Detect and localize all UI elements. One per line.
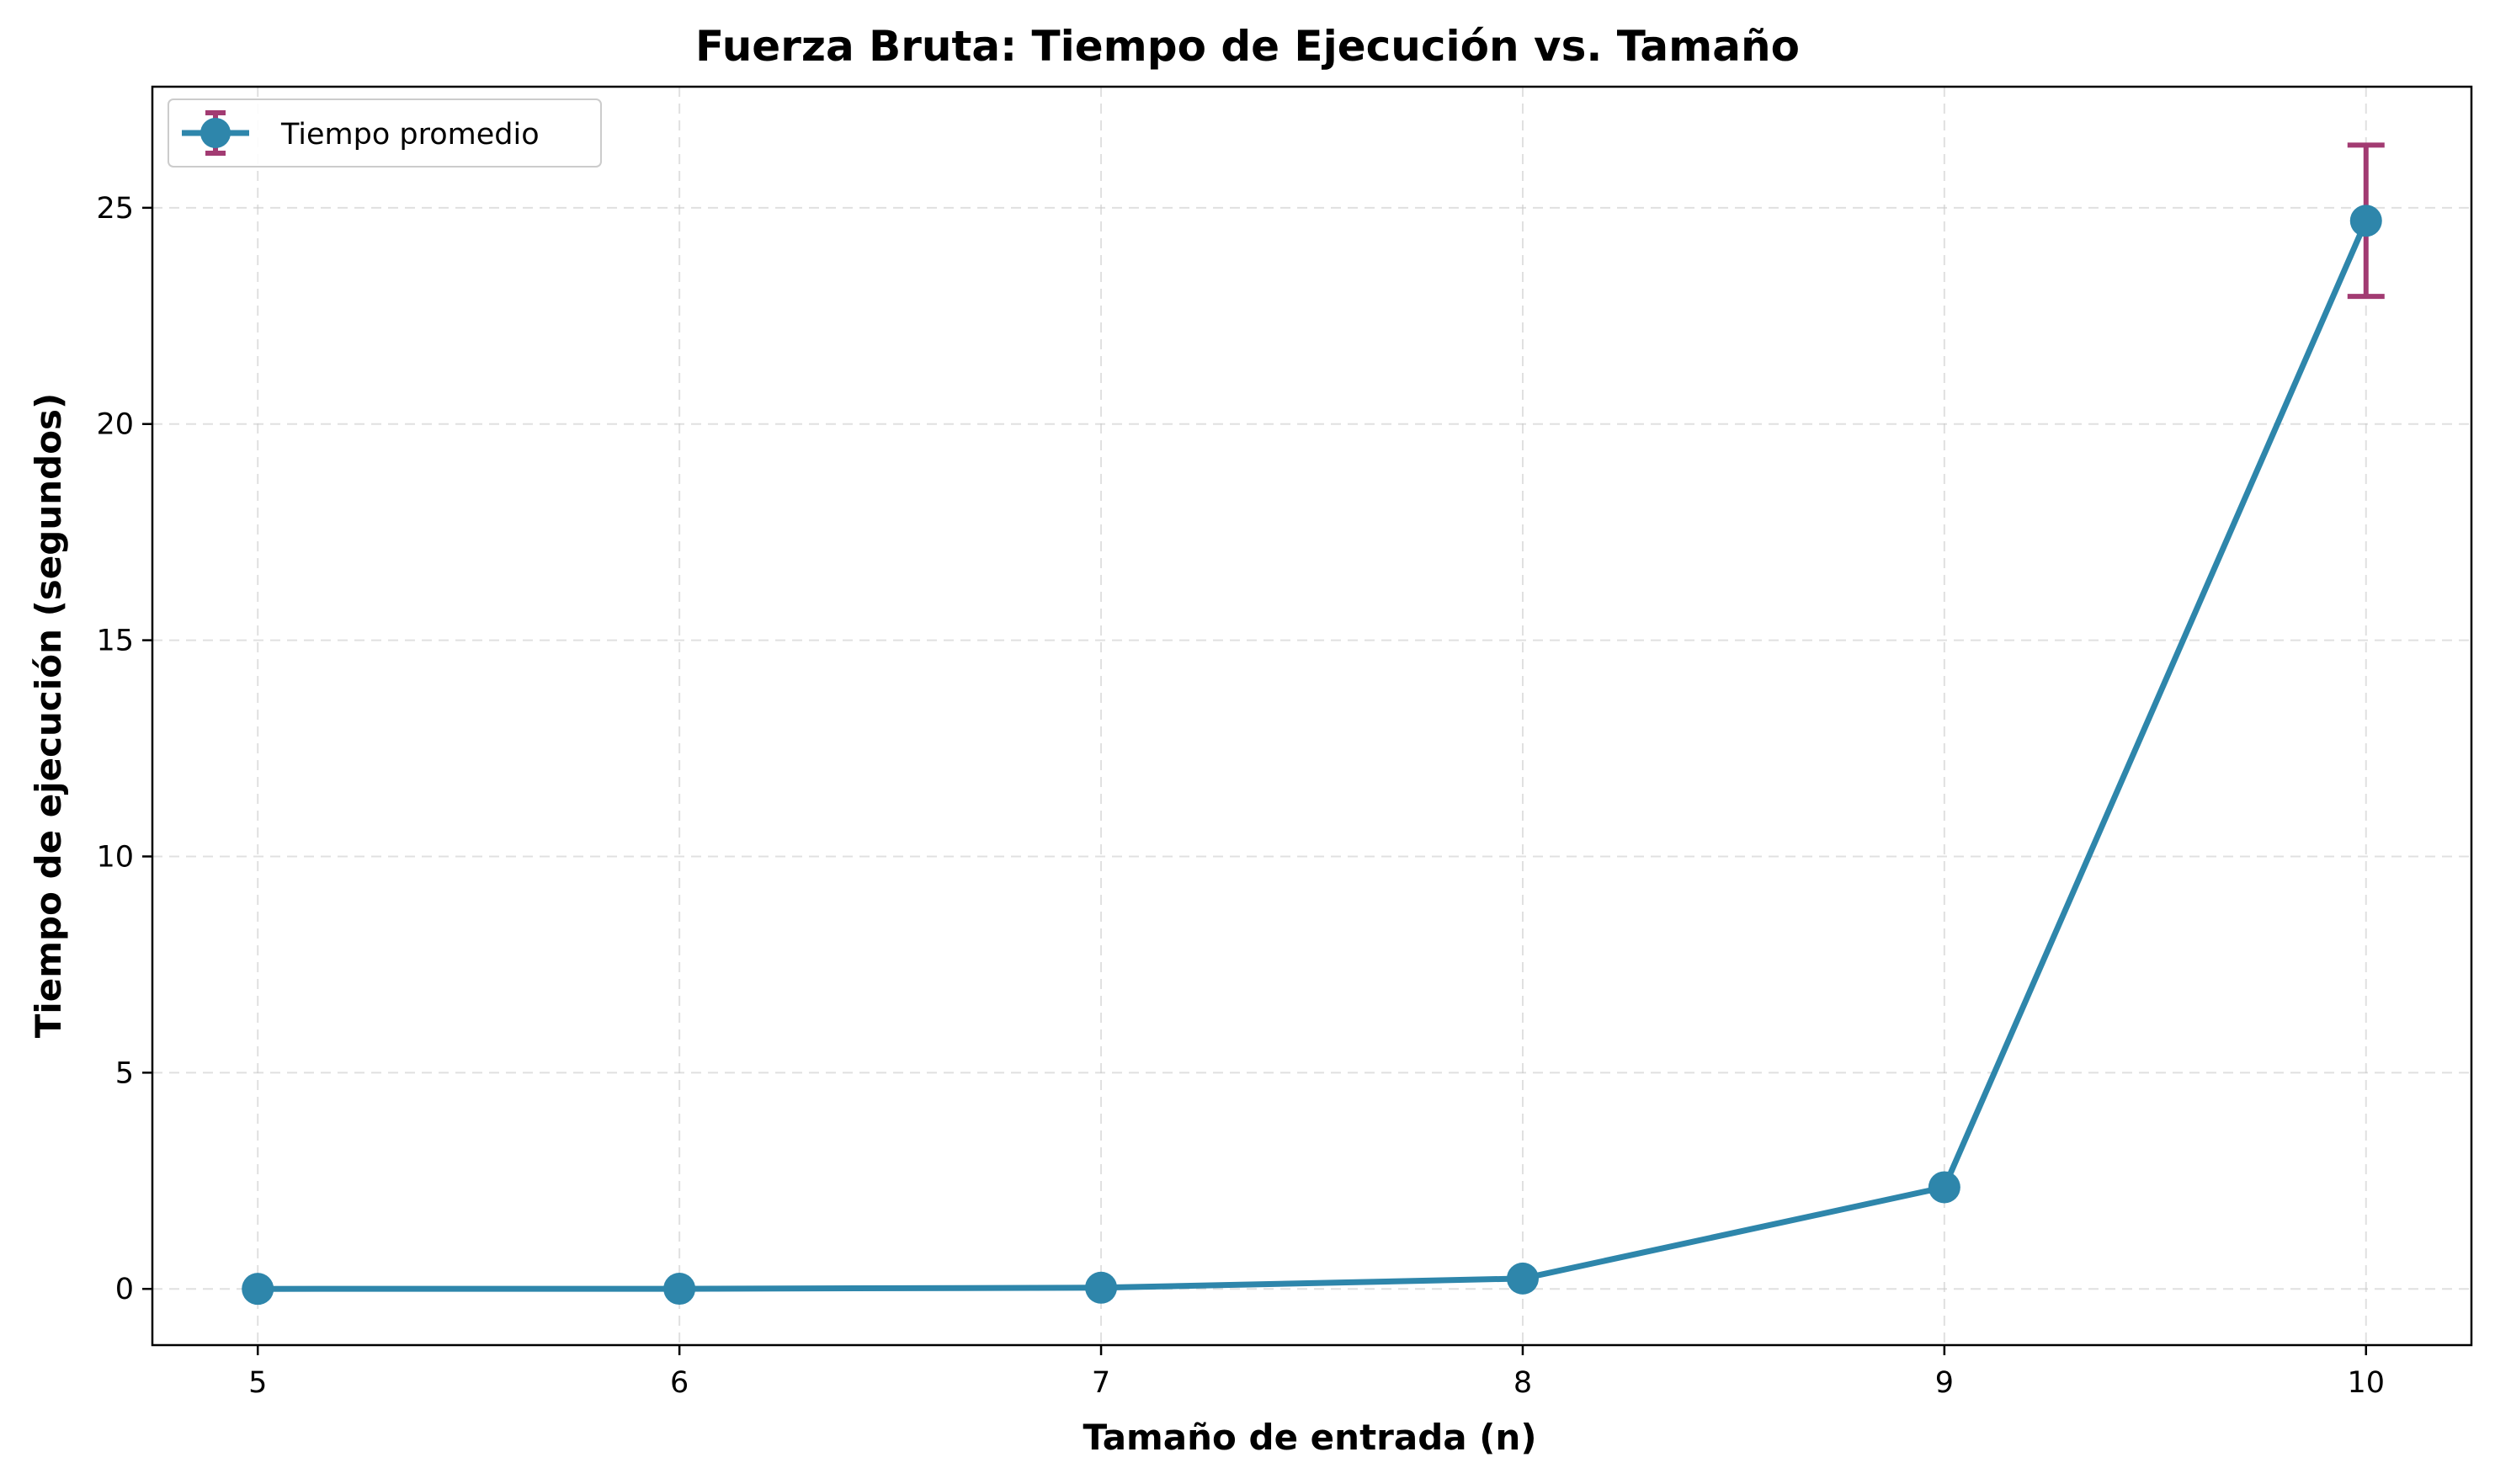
plot-area xyxy=(242,142,2385,1306)
data-point xyxy=(242,1273,274,1306)
x-tick-label: 6 xyxy=(670,1366,689,1400)
x-tick-label: 9 xyxy=(1935,1366,1954,1400)
data-point xyxy=(663,1273,696,1306)
legend-frame xyxy=(168,98,602,168)
y-axis-label: Tiempo de ejecución (segundos) xyxy=(28,393,69,1039)
y-tick-label: 10 xyxy=(96,840,134,874)
chart-title: Fuerza Bruta: Tiempo de Ejecución vs. Ta… xyxy=(695,22,1800,71)
data-point xyxy=(1506,1262,1539,1295)
y-tick-label: 25 xyxy=(96,192,134,226)
legend-marker-swatch xyxy=(200,118,231,148)
x-tick-label: 8 xyxy=(1513,1366,1532,1400)
x-tick-label: 5 xyxy=(248,1366,267,1400)
series-line xyxy=(254,217,2370,1292)
x-tick-label: 10 xyxy=(2347,1366,2385,1400)
legend: Tiempo promedio xyxy=(168,98,602,168)
legend-entry-label: Tiempo promedio xyxy=(280,118,540,152)
ticks: 5 6 7 8 9 10 0 5 10 15 20 25 xyxy=(96,192,2385,1400)
y-tick-label: 0 xyxy=(115,1273,134,1306)
y-tick-label: 20 xyxy=(96,408,134,442)
data-point xyxy=(2349,205,2382,237)
data-point xyxy=(1928,1171,1960,1204)
x-tick-label: 7 xyxy=(1092,1366,1110,1400)
data-point xyxy=(1085,1271,1118,1304)
x-axis-label: Tamaño de entrada (n) xyxy=(1083,1417,1536,1458)
y-tick-label: 5 xyxy=(115,1056,134,1090)
axes-frame xyxy=(151,85,2473,1347)
y-tick-label: 15 xyxy=(96,625,134,658)
